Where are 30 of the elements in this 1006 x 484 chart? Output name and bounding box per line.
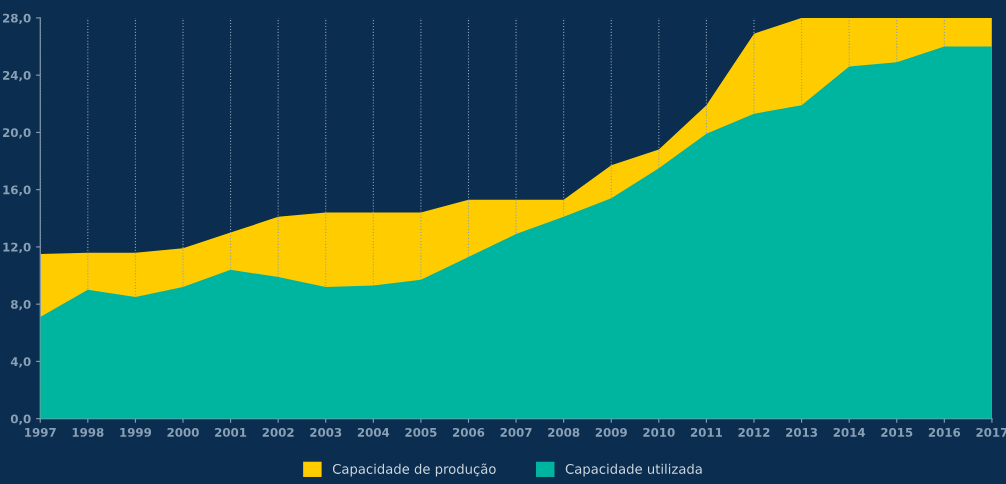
x-tick-label: 2003 [310, 427, 342, 437]
x-tick-label: 2009 [595, 427, 627, 437]
x-tick-label: 2012 [738, 427, 770, 437]
x-tick-label: 2014 [833, 427, 866, 437]
legend-label: Capacidade utilizada [565, 463, 702, 477]
x-tick-label: 2006 [453, 427, 485, 437]
x-tick-label: 2013 [786, 427, 818, 437]
y-tick-label: 4,0 [10, 357, 31, 368]
x-tick-label: 2008 [548, 427, 580, 437]
y-tick-label: 12,0 [3, 242, 31, 254]
x-tick-label: 2004 [357, 427, 390, 437]
x-tick-label: 2005 [405, 427, 437, 437]
x-tick-label: 1997 [25, 427, 56, 437]
x-tick-label: 2002 [262, 427, 294, 437]
y-tick-label: 16,0 [3, 185, 31, 196]
x-tick-label: 2010 [643, 427, 675, 437]
x-tick-label: 1998 [72, 427, 104, 437]
x-tick-label: 2007 [500, 427, 532, 437]
y-tick-label: 20,0 [3, 128, 31, 139]
y-tick-label: 8,0 [11, 299, 31, 311]
x-tick-label: 2001 [215, 427, 247, 437]
x-tick-label: 2015 [881, 427, 913, 437]
y-tick-label: 28,0 [3, 13, 31, 25]
legend-label: Capacidade de produção [332, 463, 496, 477]
y-tick-label: 24,0 [3, 70, 31, 82]
y-tick-label: 0,0 [10, 414, 31, 425]
x-tick-label: 2000 [167, 427, 199, 437]
x-tick-label: 2016 [928, 427, 961, 437]
x-tick-label: 2011 [690, 427, 723, 437]
x-tick-label: 1999 [120, 427, 152, 437]
